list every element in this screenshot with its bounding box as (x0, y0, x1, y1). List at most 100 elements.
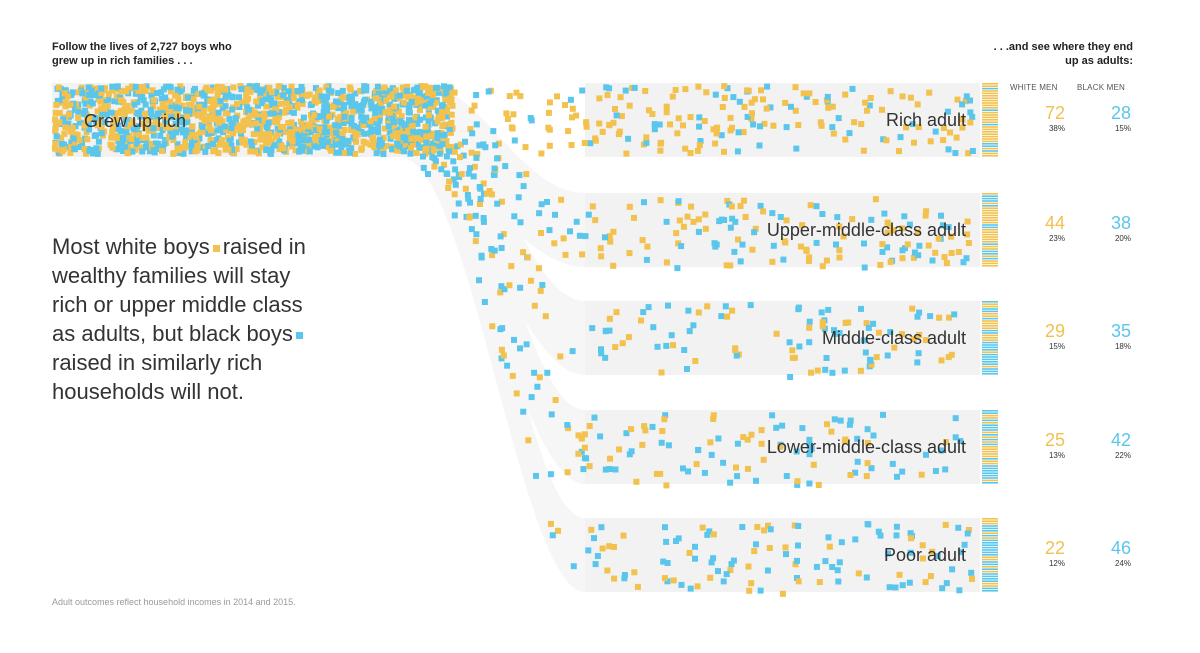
boy-square (736, 98, 743, 105)
boy-square (497, 326, 504, 333)
tally-line (982, 527, 998, 530)
boy-square (694, 583, 701, 590)
boy-square (862, 349, 869, 356)
boy-square (335, 122, 342, 129)
boy-square (337, 140, 344, 147)
boy-square (158, 89, 165, 96)
boy-square (447, 90, 454, 97)
boy-square (626, 250, 633, 257)
boy-square (391, 122, 398, 129)
boy-square (744, 113, 751, 120)
boy-square (797, 243, 804, 250)
stat-percent: 23% (1048, 234, 1065, 243)
tally-line (982, 245, 998, 248)
boy-square (294, 139, 301, 146)
tally-line (982, 438, 998, 441)
boy-square (834, 214, 841, 221)
boy-square (112, 115, 119, 122)
boy-square (414, 120, 421, 127)
boy-square (780, 256, 787, 263)
boy-square (684, 213, 691, 220)
boy-square (247, 88, 254, 95)
boy-square (748, 99, 755, 106)
boy-square (782, 239, 789, 246)
boy-square (201, 128, 208, 135)
boy-square (52, 109, 59, 116)
boy-square (372, 109, 379, 116)
boy-square (664, 560, 671, 566)
boy-square (386, 107, 393, 113)
boy-square (824, 93, 831, 100)
boy-square (687, 150, 694, 156)
boy-square (134, 141, 141, 147)
boy-square (722, 303, 729, 310)
boy-square (102, 85, 108, 92)
boy-square (925, 242, 932, 249)
boy-square (910, 336, 917, 343)
boy-square (733, 464, 739, 471)
boy-square (98, 130, 105, 137)
boy-square (120, 140, 127, 147)
boy-square (135, 88, 142, 95)
boy-square (819, 319, 826, 326)
boy-square (480, 180, 487, 187)
boy-square (413, 150, 420, 156)
tally-line (982, 114, 998, 116)
boy-square (914, 313, 921, 320)
boy-square (606, 543, 613, 550)
boy-square (696, 123, 703, 130)
boy-square (174, 141, 181, 148)
boy-square (580, 466, 587, 473)
boy-square (770, 242, 777, 249)
tally-line (982, 518, 998, 520)
tally-line (982, 479, 998, 482)
boy-square (508, 263, 515, 270)
boy-square (241, 121, 248, 128)
boy-square (118, 87, 125, 94)
boy-square (324, 139, 331, 145)
tally-line (982, 373, 998, 375)
boy-square (631, 84, 638, 91)
boy-square (131, 126, 138, 133)
boy-square (444, 113, 450, 120)
boy-square (604, 92, 611, 99)
boy-square (824, 421, 830, 428)
boy-square (199, 90, 205, 97)
boy-square (894, 473, 900, 480)
boy-square (489, 323, 496, 330)
boy-square (385, 123, 392, 130)
boy-square (783, 217, 790, 224)
boy-square (373, 138, 380, 145)
boy-square (218, 137, 225, 143)
tally-line (982, 443, 998, 446)
tally-line (982, 539, 998, 542)
boy-square (618, 113, 625, 120)
boy-square (466, 165, 473, 172)
boy-square (206, 123, 213, 130)
boy-square (175, 96, 182, 103)
boy-square (877, 532, 884, 539)
boy-square (451, 148, 458, 155)
boy-square (168, 114, 175, 121)
boy-square (724, 313, 731, 320)
boy-square (219, 85, 226, 92)
boy-square (466, 214, 473, 221)
boy-square (799, 425, 806, 432)
boy-square (400, 134, 407, 141)
boy-square (478, 252, 485, 259)
boy-square (727, 224, 734, 231)
boy-square (443, 153, 450, 160)
boy-square (779, 422, 786, 429)
boy-square (255, 102, 261, 109)
boy-square (864, 521, 871, 527)
boy-square (420, 153, 426, 160)
tally-line (982, 202, 998, 205)
boy-square (949, 566, 956, 573)
boy-square (128, 136, 135, 142)
boy-square (414, 84, 421, 91)
boy-square (367, 141, 374, 148)
boy-square (807, 444, 814, 451)
boy-square (836, 223, 843, 230)
boy-square (394, 147, 401, 154)
boy-square (739, 524, 746, 530)
